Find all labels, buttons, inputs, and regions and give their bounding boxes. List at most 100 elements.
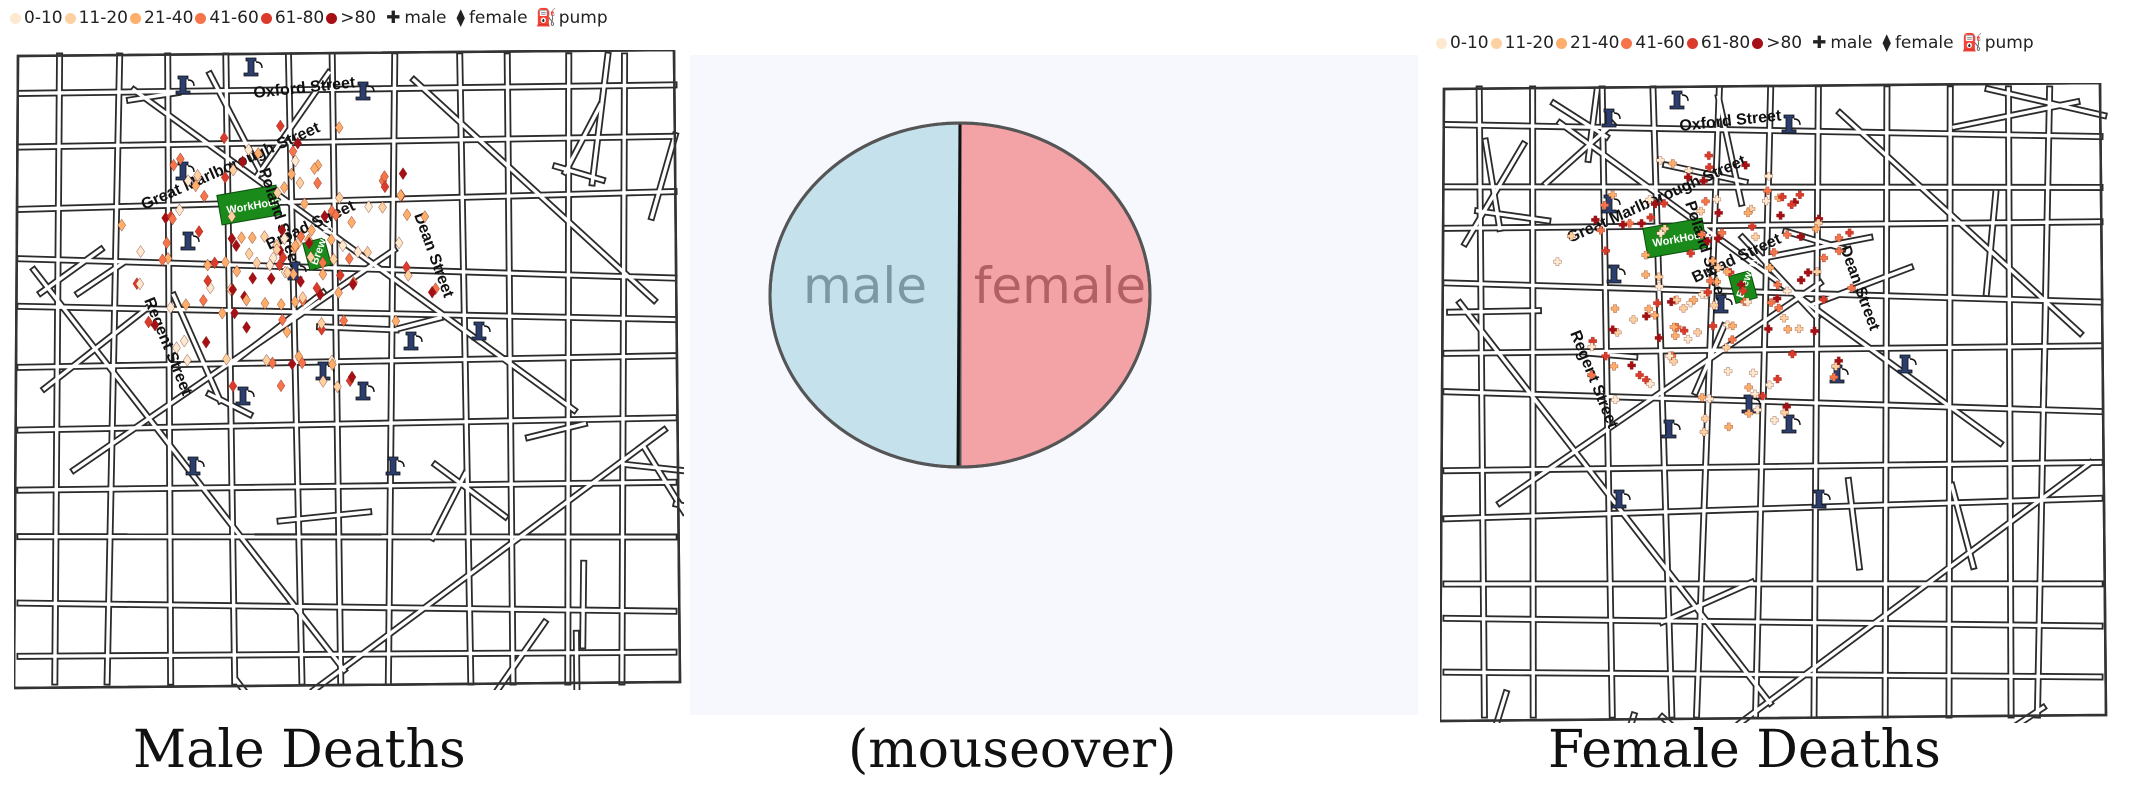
female-death-marker[interactable] — [1645, 195, 1654, 204]
male-death-marker[interactable] — [183, 174, 193, 188]
male-death-marker[interactable] — [194, 225, 204, 238]
pump-marker[interactable] — [1611, 489, 1631, 509]
female-death-marker[interactable] — [1567, 232, 1576, 241]
male-death-marker[interactable] — [318, 267, 328, 281]
pump-marker[interactable] — [1669, 90, 1689, 110]
male-death-marker[interactable] — [227, 232, 237, 246]
male-death-marker[interactable] — [398, 167, 408, 181]
female-death-marker[interactable] — [1588, 336, 1597, 346]
female-death-marker[interactable] — [1788, 349, 1797, 359]
female-death-marker[interactable] — [1671, 331, 1680, 340]
male-death-marker[interactable] — [287, 167, 296, 181]
female-death-marker[interactable] — [1641, 250, 1650, 260]
pump-marker[interactable] — [1811, 489, 1831, 509]
male-death-marker[interactable] — [296, 230, 306, 243]
female-death-marker[interactable] — [1665, 351, 1674, 361]
female-death-marker[interactable] — [1724, 422, 1733, 432]
female-death-marker[interactable] — [1787, 200, 1796, 209]
male-death-marker[interactable] — [242, 321, 251, 334]
male-death-marker[interactable] — [199, 294, 208, 307]
female-death-marker[interactable] — [1765, 380, 1774, 390]
female-death-marker[interactable] — [1553, 257, 1562, 266]
female-death-marker[interactable] — [1814, 218, 1823, 228]
female-death-marker[interactable] — [1668, 159, 1677, 168]
female-death-marker[interactable] — [1696, 206, 1705, 216]
female-death-marker[interactable] — [1587, 370, 1596, 380]
male-death-marker[interactable] — [231, 239, 241, 253]
male-death-marker[interactable] — [260, 230, 269, 243]
female-death-marker[interactable] — [1709, 301, 1719, 310]
male-death-marker[interactable] — [169, 158, 178, 172]
male-death-marker[interactable] — [150, 318, 160, 332]
pump-marker[interactable] — [471, 321, 491, 341]
female-death-marker[interactable] — [1708, 256, 1717, 266]
male-pie-slice[interactable]: male — [768, 121, 962, 469]
male-death-marker[interactable] — [296, 275, 305, 288]
male-death-marker[interactable] — [293, 136, 302, 150]
female-death-marker[interactable] — [1796, 275, 1806, 285]
female-death-marker[interactable] — [1774, 303, 1783, 313]
female-death-marker[interactable] — [1722, 343, 1731, 352]
male-death-marker[interactable] — [347, 215, 356, 229]
male-death-marker[interactable] — [158, 253, 167, 267]
male-death-marker[interactable] — [291, 239, 300, 253]
female-death-marker[interactable] — [1697, 230, 1706, 239]
male-death-marker[interactable] — [300, 197, 309, 211]
female-death-marker[interactable] — [1611, 395, 1620, 404]
female-death-marker[interactable] — [1655, 282, 1664, 291]
female-death-marker[interactable] — [1641, 270, 1650, 279]
male-death-marker[interactable] — [347, 370, 357, 384]
female-death-marker[interactable] — [1708, 321, 1718, 331]
male-death-marker[interactable] — [402, 208, 412, 222]
male-death-marker[interactable] — [172, 341, 181, 355]
pump-marker[interactable] — [1601, 108, 1621, 128]
female-death-marker[interactable] — [1591, 215, 1600, 225]
female-death-marker[interactable] — [1758, 391, 1767, 401]
female-death-marker[interactable] — [1684, 166, 1694, 175]
pump-marker[interactable] — [180, 231, 200, 251]
female-death-marker[interactable] — [1596, 226, 1605, 235]
male-death-marker[interactable] — [294, 350, 304, 363]
pump-marker[interactable] — [403, 331, 423, 351]
female-death-marker[interactable] — [1779, 314, 1789, 323]
male-death-marker[interactable] — [228, 379, 238, 393]
female-death-marker[interactable] — [1845, 228, 1854, 237]
male-death-marker[interactable] — [338, 239, 348, 253]
female-death-marker[interactable] — [1748, 222, 1757, 231]
male-death-marker[interactable] — [136, 245, 145, 258]
male-death-marker[interactable] — [244, 247, 254, 261]
male-death-marker[interactable] — [168, 212, 177, 226]
male-death-marker[interactable] — [280, 181, 289, 194]
female-death-marker[interactable] — [1669, 322, 1679, 332]
female-death-marker[interactable] — [1764, 172, 1773, 181]
female-death-marker[interactable] — [1750, 389, 1760, 399]
female-death-marker[interactable] — [1609, 362, 1619, 371]
female-death-marker[interactable] — [1796, 232, 1805, 241]
female-death-marker[interactable] — [1637, 219, 1646, 228]
pump-marker[interactable] — [175, 75, 195, 95]
male-death-marker[interactable] — [339, 314, 348, 328]
pump-marker[interactable] — [355, 381, 375, 401]
female-death-marker[interactable] — [1812, 267, 1822, 276]
male-death-marker[interactable] — [298, 291, 307, 304]
female-death-marker[interactable] — [1812, 224, 1821, 233]
female-death-marker[interactable] — [1794, 324, 1804, 334]
pump-marker[interactable] — [1781, 114, 1801, 134]
male-death-marker[interactable] — [144, 315, 153, 329]
female-death-marker[interactable] — [1713, 234, 1723, 243]
male-death-marker[interactable] — [265, 258, 275, 272]
male-death-marker[interactable] — [183, 353, 192, 367]
female-death-marker[interactable] — [1679, 304, 1688, 313]
male-death-marker[interactable] — [327, 233, 336, 247]
female-death-marker[interactable] — [1701, 197, 1710, 206]
male-death-marker[interactable] — [276, 119, 285, 133]
male-death-marker[interactable] — [320, 209, 329, 223]
male-death-marker[interactable] — [282, 325, 292, 339]
male-death-marker[interactable] — [304, 236, 314, 250]
male-death-marker[interactable] — [336, 268, 345, 282]
female-death-marker[interactable] — [1819, 295, 1828, 304]
female-death-marker[interactable] — [1829, 373, 1839, 382]
female-death-marker[interactable] — [1723, 367, 1733, 376]
